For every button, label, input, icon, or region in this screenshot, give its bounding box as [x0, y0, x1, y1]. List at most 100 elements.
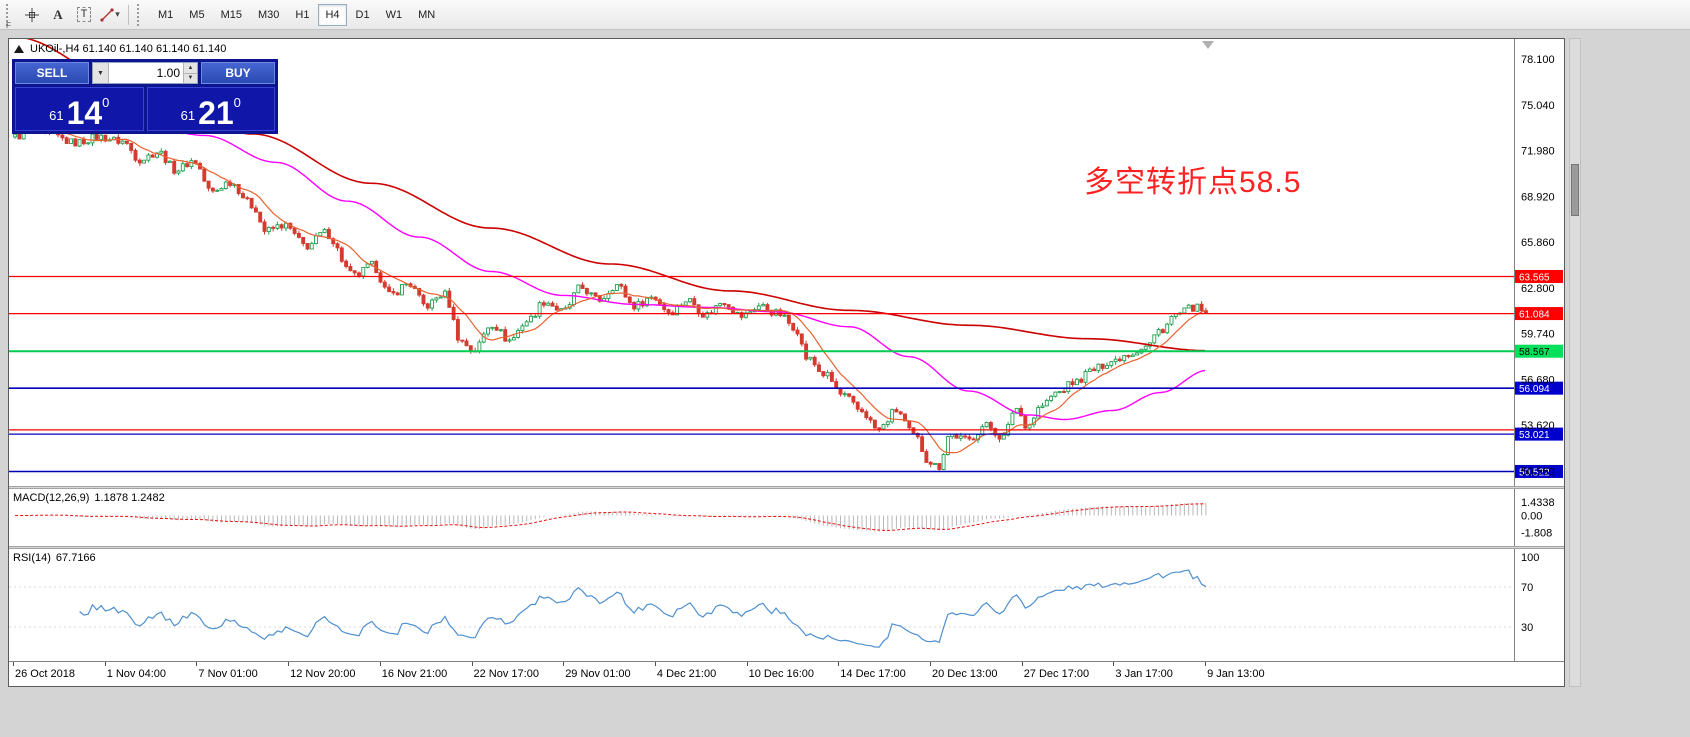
price-tick-label: 56.680: [1521, 374, 1555, 386]
ma-mid-line: [13, 92, 1206, 421]
macd-values: 1.1878 1.2482: [94, 492, 165, 504]
svg-text:53.021: 53.021: [1519, 430, 1550, 441]
price-tag: [1515, 427, 1563, 441]
macd-pane[interactable]: 1.4338 0.00 -1.808 MACD(12,26,9) 1.1878 1.2…: [9, 489, 1564, 546]
rsi-pane[interactable]: 100 70 30 RSI(14) 67.7166: [9, 549, 1564, 661]
timeframe-w1-button[interactable]: W1: [379, 4, 410, 26]
price-tick-label: 71.980: [1521, 146, 1555, 158]
timeframe-h1-button[interactable]: H1: [288, 4, 316, 26]
svg-text:58.567: 58.567: [1519, 347, 1550, 358]
rsi-line: [79, 569, 1207, 648]
time-label: 29 Nov 01:00: [565, 668, 631, 680]
rsi-tick-label: 70: [1521, 582, 1533, 594]
sell-button[interactable]: SELL: [15, 62, 89, 84]
main-toolbar: F A T ▾ M1 M5 M15 M30 H1 H4 D1 W1 MN: [0, 0, 1690, 30]
text-frame-tool-button[interactable]: T: [72, 3, 96, 27]
one-click-trade-panel: SELL ▼ ▲ ▼ BUY 61 14 0 61: [12, 59, 278, 134]
price-tick-label: 53.620: [1521, 420, 1555, 432]
lot-size-input[interactable]: [109, 63, 183, 83]
price-tick-label: 50.560: [1521, 466, 1555, 478]
chart-window[interactable]: 63.565 61.084 58.567 56.094 53.021 50.522 78.1…: [8, 38, 1565, 687]
price-tick-label: 78.100: [1521, 54, 1555, 66]
timeframe-m1-button[interactable]: M1: [151, 4, 180, 26]
sell-price-pips: 14: [66, 94, 103, 131]
timeframe-m5-button[interactable]: M5: [182, 4, 211, 26]
macd-label: MACD(12,26,9) 1.1878 1.2482: [13, 492, 170, 504]
macd-chart-canvas[interactable]: 1.4338 0.00 -1.808: [9, 489, 1564, 546]
price-tick-label: 65.860: [1521, 237, 1555, 249]
time-label: 4 Dec 21:00: [656, 668, 717, 680]
time-label: 16 Nov 21:00: [381, 668, 448, 680]
macd-signal-line: [15, 503, 1206, 532]
chart-title-row: UKOil-,H4 61.140 61.140 61.140 61.140: [14, 43, 226, 55]
lot-size-control: ▼ ▲ ▼: [92, 62, 198, 84]
time-tick: [13, 662, 14, 666]
timeframe-m15-button[interactable]: M15: [214, 4, 249, 26]
toolbar-grip[interactable]: F: [6, 3, 14, 30]
chart-title: UKOil-,H4 61.140 61.140 61.140 61.140: [30, 43, 227, 55]
price-pane[interactable]: 63.565 61.084 58.567 56.094 53.021 50.522 78.1…: [9, 39, 1564, 486]
time-label: 22 Nov 17:00: [473, 668, 539, 680]
lot-increase-icon[interactable]: ▲: [183, 63, 197, 73]
price-chart-canvas[interactable]: 63.565 61.084 58.567 56.094 53.021 50.522 78.1…: [9, 39, 1564, 486]
draw-tools-button[interactable]: ▾: [98, 3, 122, 27]
svg-text:56.094: 56.094: [1519, 384, 1550, 395]
time-tick: [1021, 662, 1023, 666]
toolbar-separator: [128, 4, 129, 25]
chart-shift-marker: [1202, 41, 1214, 49]
text-frame-icon: T: [76, 7, 92, 22]
pane-separator[interactable]: [9, 486, 1564, 489]
price-axis[interactable]: [1515, 39, 1564, 486]
rsi-chart-canvas[interactable]: 100 70 30: [9, 549, 1564, 661]
time-label: 1 Nov 04:00: [106, 668, 167, 680]
time-label: 27 Dec 17:00: [1023, 668, 1090, 680]
lot-decrease-icon[interactable]: ▼: [183, 72, 197, 83]
price-tag: [1515, 464, 1563, 478]
time-axis[interactable]: 26 Oct 2018 1 Nov 04:00 7 Nov 01:00 12 Nov …: [9, 662, 1564, 686]
sell-price-major: 61: [49, 108, 64, 123]
crosshair-tool-button[interactable]: [20, 3, 44, 27]
pane-separator[interactable]: [9, 546, 1564, 549]
vertical-scrollbar[interactable]: [1569, 38, 1581, 687]
trade-prices-row: 61 14 0 61 21 0: [15, 87, 275, 131]
chevron-down-icon: ▾: [115, 9, 120, 19]
macd-tick-label: 0.00: [1521, 511, 1542, 523]
price-tick-label: 68.920: [1521, 191, 1555, 203]
time-label: 12 Nov 20:00: [290, 668, 356, 680]
lot-dropdown-icon[interactable]: ▼: [93, 63, 109, 83]
price-tag: [1515, 381, 1563, 395]
one-click-toggle-icon[interactable]: [14, 45, 24, 53]
time-tick: [1113, 662, 1115, 666]
time-label: 3 Jan 17:00: [1115, 668, 1173, 680]
timeframe-mn-button[interactable]: MN: [411, 4, 442, 26]
buy-price-display[interactable]: 61 21 0: [146, 87, 275, 131]
timeframe-m30-button[interactable]: M30: [251, 4, 286, 26]
price-tick-label: 62.800: [1521, 283, 1555, 295]
timeframe-d1-button[interactable]: D1: [349, 4, 377, 26]
timeframe-toolbar-grip[interactable]: [137, 3, 145, 26]
rsi-label: RSI(14) 67.7166: [13, 552, 101, 564]
time-tick: [288, 662, 290, 666]
price-tag: [1515, 269, 1563, 283]
timeframe-h4-button[interactable]: H4: [318, 3, 347, 26]
price-tag: [1515, 307, 1563, 321]
time-tick: [654, 662, 656, 666]
sell-price-display[interactable]: 61 14 0: [15, 87, 144, 131]
rsi-value: 67.7166: [55, 552, 96, 564]
time-tick: [104, 662, 106, 666]
rsi-tick-label: 30: [1521, 622, 1533, 634]
buy-button[interactable]: BUY: [201, 62, 275, 84]
scrollbar-thumb[interactable]: [1571, 164, 1579, 216]
time-label: 20 Dec 13:00: [932, 668, 998, 680]
macd-tick-label: -1.808: [1521, 528, 1552, 540]
lot-stepper: ▲ ▼: [183, 63, 197, 83]
text-label-tool-button[interactable]: A: [46, 3, 70, 27]
toolbar-grip-mark: F: [6, 20, 11, 30]
trade-controls-row: SELL ▼ ▲ ▼ BUY: [15, 62, 275, 84]
macd-histogram: [18, 503, 1207, 532]
rsi-name: RSI(14): [13, 552, 51, 564]
time-tick: [746, 662, 748, 666]
trendline-icon: [100, 7, 114, 22]
buy-price-point: 0: [233, 95, 241, 110]
price-tag: [1515, 344, 1563, 358]
